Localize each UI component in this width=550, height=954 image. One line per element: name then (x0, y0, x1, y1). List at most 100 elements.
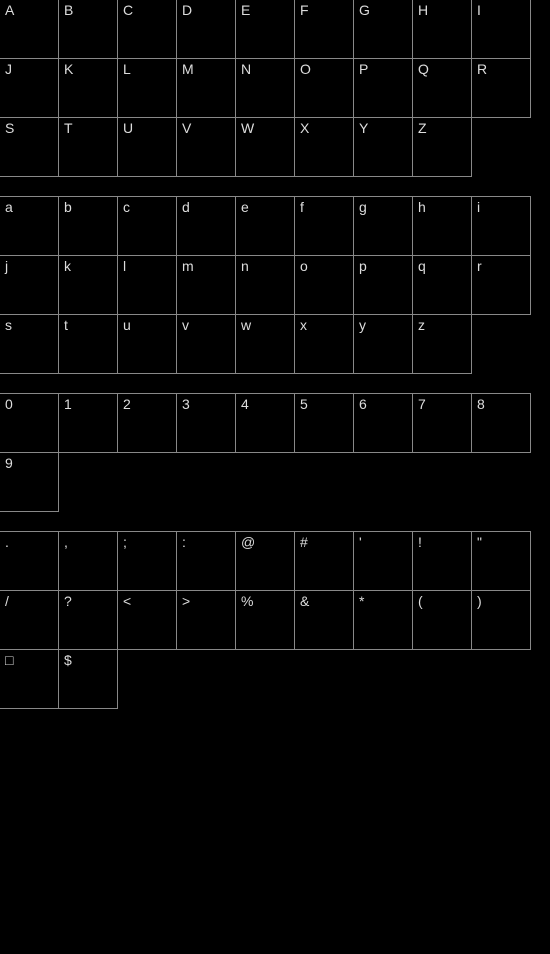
empty-cell (294, 649, 354, 709)
glyph-label: ' (359, 534, 362, 550)
glyph-cell: h (412, 196, 472, 256)
empty-cell (235, 649, 295, 709)
glyph-cell: q (412, 255, 472, 315)
glyph-label: ! (418, 534, 422, 550)
empty-cell (235, 452, 295, 512)
glyph-label: " (477, 534, 482, 550)
glyph-cell: 9 (0, 452, 59, 512)
glyph-label: # (300, 534, 308, 550)
glyph-label: a (5, 199, 13, 215)
glyph-label: g (359, 199, 367, 215)
glyph-cell: f (294, 196, 354, 256)
glyph-label: m (182, 258, 194, 274)
glyph-cell: V (176, 117, 236, 177)
glyph-label: / (5, 593, 9, 609)
glyph-label: v (182, 317, 189, 333)
glyph-label: h (418, 199, 426, 215)
empty-cell (471, 452, 531, 512)
glyph-cell: 3 (176, 393, 236, 453)
glyph-label: N (241, 61, 251, 77)
glyph-cell: > (176, 590, 236, 650)
section-symbols: .,;:@#'!"/?<>%&*()□$ (0, 532, 550, 709)
glyph-label: l (123, 258, 126, 274)
glyph-cell: M (176, 58, 236, 118)
glyph-label: q (418, 258, 426, 274)
glyph-cell: 5 (294, 393, 354, 453)
glyph-cell: t (58, 314, 118, 374)
glyph-cell: A (0, 0, 59, 59)
glyph-cell: m (176, 255, 236, 315)
glyph-label: ) (477, 593, 482, 609)
glyph-cell: H (412, 0, 472, 59)
empty-cell (412, 649, 472, 709)
glyph-label: % (241, 593, 253, 609)
charmap-container: ABCDEFGHIJKLMNOPQRSTUVWXYZabcdefghijklmn… (0, 0, 550, 709)
glyph-label: W (241, 120, 254, 136)
glyph-label: ? (64, 593, 72, 609)
glyph-label: ; (123, 534, 127, 550)
glyph-label: R (477, 61, 487, 77)
glyph-cell: # (294, 531, 354, 591)
glyph-label: d (182, 199, 190, 215)
glyph-cell: % (235, 590, 295, 650)
glyph-label: u (123, 317, 131, 333)
glyph-cell: J (0, 58, 59, 118)
glyph-cell: 8 (471, 393, 531, 453)
glyph-label: 2 (123, 396, 131, 412)
glyph-label: k (64, 258, 71, 274)
glyph-cell: 0 (0, 393, 59, 453)
glyph-cell: ? (58, 590, 118, 650)
empty-cell (353, 649, 413, 709)
glyph-label: . (5, 534, 9, 550)
glyph-label: n (241, 258, 249, 274)
glyph-label: z (418, 317, 425, 333)
glyph-cell: v (176, 314, 236, 374)
glyph-label: $ (64, 652, 72, 668)
glyph-cell: @ (235, 531, 295, 591)
empty-cell (471, 314, 531, 374)
glyph-label: & (300, 593, 309, 609)
empty-cell (471, 117, 531, 177)
glyph-label: M (182, 61, 194, 77)
glyph-cell: Q (412, 58, 472, 118)
glyph-cell: ) (471, 590, 531, 650)
glyph-label: t (64, 317, 68, 333)
glyph-label: > (182, 593, 190, 609)
glyph-cell: G (353, 0, 413, 59)
glyph-label: y (359, 317, 366, 333)
glyph-label: P (359, 61, 368, 77)
glyph-label: X (300, 120, 309, 136)
glyph-cell: a (0, 196, 59, 256)
glyph-cell: i (471, 196, 531, 256)
glyph-cell: T (58, 117, 118, 177)
glyph-cell: w (235, 314, 295, 374)
glyph-label: c (123, 199, 130, 215)
glyph-cell: b (58, 196, 118, 256)
empty-cell (176, 649, 236, 709)
glyph-cell: e (235, 196, 295, 256)
glyph-label: b (64, 199, 72, 215)
glyph-cell: Z (412, 117, 472, 177)
glyph-label: E (241, 2, 250, 18)
empty-cell (412, 452, 472, 512)
glyph-cell: S (0, 117, 59, 177)
glyph-label: S (5, 120, 14, 136)
glyph-label: , (64, 534, 68, 550)
empty-cell (294, 452, 354, 512)
empty-cell (176, 452, 236, 512)
glyph-label: o (300, 258, 308, 274)
glyph-label: O (300, 61, 311, 77)
empty-cell (353, 452, 413, 512)
empty-cell (117, 649, 177, 709)
glyph-label: J (5, 61, 12, 77)
glyph-cell: $ (58, 649, 118, 709)
glyph-cell: o (294, 255, 354, 315)
glyph-cell: O (294, 58, 354, 118)
glyph-label: Y (359, 120, 368, 136)
glyph-cell: ' (353, 531, 413, 591)
glyph-label: x (300, 317, 307, 333)
glyph-label: B (64, 2, 73, 18)
glyph-label: ( (418, 593, 423, 609)
glyph-cell: l (117, 255, 177, 315)
glyph-label: V (182, 120, 191, 136)
